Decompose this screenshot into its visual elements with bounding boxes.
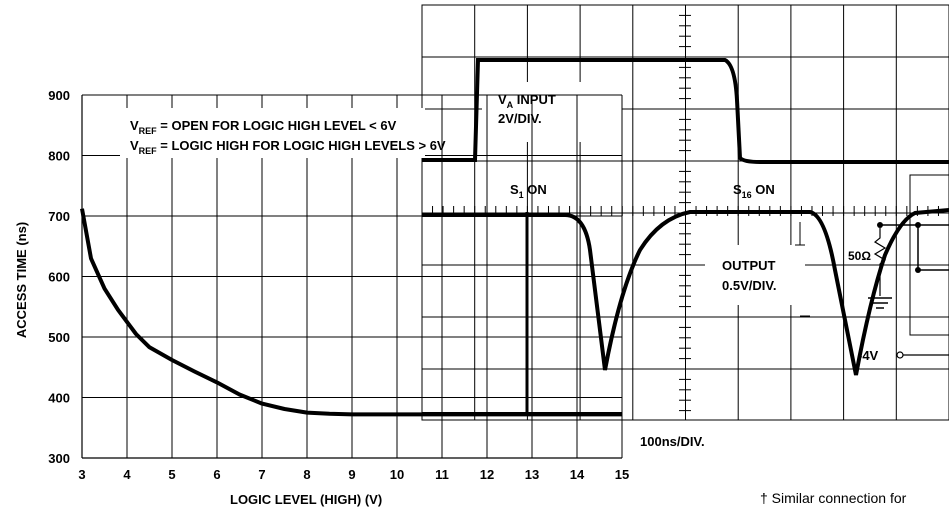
- y-tick-labels: 300 400 500 600 700 800 900: [48, 88, 70, 466]
- x-tick-label: 3: [78, 467, 85, 482]
- input-channel-label: VA INPUT: [498, 92, 556, 110]
- x-tick-label: 14: [570, 467, 585, 482]
- segment-label-s16: S16 ON: [733, 182, 775, 200]
- resistor-symbol: [873, 228, 887, 296]
- y-tick-label: 800: [48, 149, 70, 164]
- legend-line-1: VREF = OPEN FOR LOGIC HIGH LEVEL < 6V: [130, 118, 397, 136]
- resistor-label: 50Ω: [848, 249, 871, 263]
- time-scale-label: 100ns/DIV.: [640, 434, 705, 449]
- input-channel-scale: 2V/DIV.: [498, 111, 542, 126]
- y-axis-label: ACCESS TIME (ns): [14, 222, 29, 338]
- supply-label: -4V: [858, 348, 879, 363]
- x-tick-label: 5: [168, 467, 175, 482]
- x-tick-labels: 3 4 5 6 7 8 9 10 11 12 13 14 15: [78, 467, 629, 482]
- scope-photo: VA INPUT 2V/DIV. S1 ON S16 ON OUTPUT 0.5…: [421, 4, 949, 449]
- circuit-fragment: 50Ω -4V: [795, 174, 949, 363]
- x-tick-label: 7: [258, 467, 265, 482]
- scope-input-trace: [422, 58, 949, 164]
- y-tick-label: 600: [48, 270, 70, 285]
- y-tick-label: 500: [48, 330, 70, 345]
- terminal-icon: [896, 351, 904, 359]
- legend-line-2: VREF = LOGIC HIGH FOR LOGIC HIGH LEVELS …: [130, 138, 446, 156]
- node-dot: [915, 222, 921, 228]
- x-tick-label: 9: [348, 467, 355, 482]
- x-tick-label: 13: [525, 467, 539, 482]
- x-tick-label: 10: [390, 467, 404, 482]
- y-tick-label: 900: [48, 88, 70, 103]
- output-channel-label: OUTPUT: [722, 258, 776, 273]
- y-tick-label: 300: [48, 451, 70, 466]
- output-label-box: [705, 245, 805, 305]
- legend-box: [120, 108, 425, 158]
- node-dot: [915, 267, 921, 273]
- node-dot: [877, 222, 883, 228]
- access-time-curve: [80, 208, 622, 417]
- segment-label-s1: S1 ON: [510, 182, 547, 200]
- x-tick-label: 12: [480, 467, 494, 482]
- x-tick-label: 6: [213, 467, 220, 482]
- y-tick-label: 700: [48, 209, 70, 224]
- access-time-chart: 3 4 5 6 7 8 9 10 11 12 13 14 15 300 400 500 600 700 800 90…: [14, 88, 629, 507]
- x-axis-label: LOGIC LEVEL (HIGH) (V): [230, 492, 382, 507]
- y-tick-label: 400: [48, 391, 70, 406]
- output-channel-scale: 0.5V/DIV.: [722, 278, 776, 293]
- footnote: † Similar connection for: [760, 490, 907, 506]
- x-tick-label: 8: [303, 467, 310, 482]
- x-tick-label: 15: [615, 467, 629, 482]
- x-tick-label: 11: [435, 467, 449, 482]
- input-label-box: [482, 82, 622, 142]
- x-tick-label: 4: [123, 467, 131, 482]
